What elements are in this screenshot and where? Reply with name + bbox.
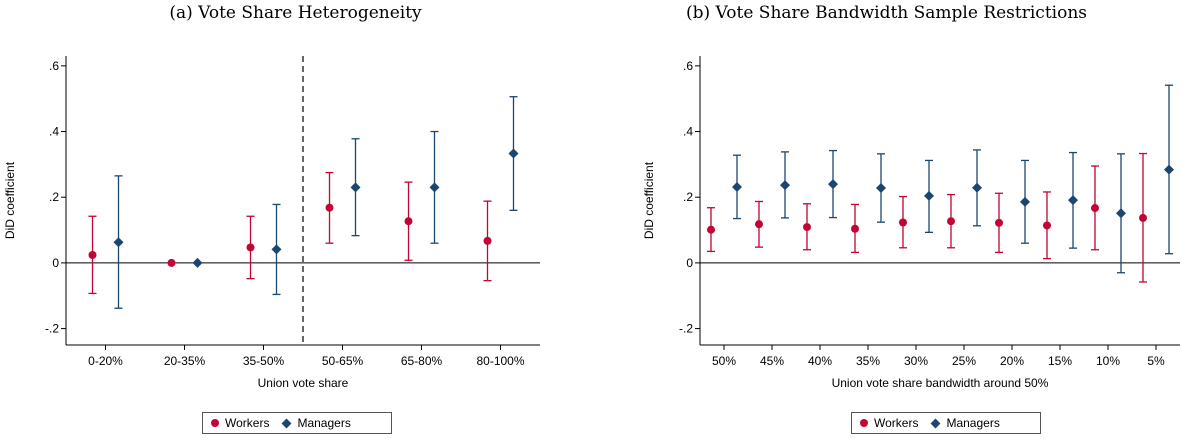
legend-label-workers: Workers xyxy=(225,416,270,430)
legend: Workers Managers xyxy=(851,412,1041,434)
workers-point xyxy=(947,217,955,226)
legend-item-managers: Managers xyxy=(282,416,351,430)
x-tick-label: 40% xyxy=(808,354,832,368)
x-tick-label: 5% xyxy=(1147,354,1165,368)
y-tick-label: .2 xyxy=(683,190,693,204)
workers-point xyxy=(1043,221,1051,230)
workers-point xyxy=(1091,204,1099,213)
y-tick-label: .2 xyxy=(49,190,59,204)
legend-label-managers: Managers xyxy=(946,416,1000,430)
x-tick-label: 50-65% xyxy=(322,354,364,368)
managers-point xyxy=(876,183,886,194)
workers-point xyxy=(851,224,859,233)
y-axis-title: DiD coefficient xyxy=(642,161,656,239)
chart-b-plot: -.2 0 .2 .4 .6 50% 45% 40% 35% 30% 25% 20% 15% 10% 5% U… xyxy=(642,56,1180,390)
workers-point xyxy=(246,243,255,252)
y-tick-label: .4 xyxy=(683,125,693,139)
y-tick-label: -.2 xyxy=(679,322,693,336)
x-tick-label: 35-50% xyxy=(243,354,285,368)
x-axis-title: Union vote share xyxy=(258,376,349,390)
x-tick-label: 25% xyxy=(952,354,976,368)
workers-point xyxy=(167,258,176,267)
managers-point xyxy=(350,182,361,193)
managers-point xyxy=(1068,195,1078,206)
x-tick-label: 65-80% xyxy=(401,354,443,368)
y-tick-label: 0 xyxy=(52,256,59,270)
y-tick-label: .4 xyxy=(49,125,59,139)
legend-item-workers: Workers xyxy=(860,416,918,430)
diamond-marker-icon xyxy=(931,418,941,428)
managers-point xyxy=(429,182,440,193)
managers-point xyxy=(732,182,742,193)
workers-point xyxy=(325,203,334,212)
x-tick-label: 30% xyxy=(904,354,928,368)
managers-point xyxy=(192,257,203,268)
managers-point xyxy=(780,180,790,191)
chart-title: (a) Vote Share Heterogeneity xyxy=(169,3,422,23)
chart-title: (b) Vote Share Bandwidth Sample Restrict… xyxy=(686,3,1087,23)
x-tick-label: 10% xyxy=(1096,354,1120,368)
legend-label-workers: Workers xyxy=(874,416,919,430)
legend-label-managers: Managers xyxy=(297,416,351,430)
y-axis-title: DiD coefficient xyxy=(3,161,17,239)
x-tick-label: 35% xyxy=(856,354,880,368)
chart-a-plot: -.2 0 .2 .4 .6 0-20% 20-35% 35-50% 50-65% 65-80% 8… xyxy=(3,56,540,390)
workers-point xyxy=(88,251,97,260)
workers-point xyxy=(755,220,763,229)
diamond-marker-icon xyxy=(282,418,292,428)
managers-point xyxy=(1020,196,1030,207)
circle-marker-icon xyxy=(860,419,868,427)
managers-point xyxy=(271,244,282,255)
workers-point xyxy=(707,225,715,234)
y-tick-label: -.2 xyxy=(45,322,59,336)
legend-item-workers: Workers xyxy=(211,416,269,430)
managers-point xyxy=(1164,164,1174,175)
workers-point xyxy=(995,218,1003,227)
workers-point xyxy=(803,223,811,232)
managers-point xyxy=(1116,208,1126,219)
y-tick-label: 0 xyxy=(686,256,693,270)
x-tick-label: 15% xyxy=(1048,354,1072,368)
managers-point xyxy=(828,179,838,190)
x-tick-label: 20-35% xyxy=(164,354,206,368)
circle-marker-icon xyxy=(211,419,219,427)
managers-point xyxy=(508,148,519,159)
managers-point xyxy=(972,182,982,193)
panel-a: (a) Vote Share Heterogeneity -.2 0 .2 .4 .6 0… xyxy=(3,3,540,434)
x-tick-label: 50% xyxy=(712,354,736,368)
y-tick-label: .6 xyxy=(49,59,59,73)
y-tick-label: .6 xyxy=(683,59,693,73)
workers-point xyxy=(404,217,413,226)
x-tick-label: 0-20% xyxy=(88,354,123,368)
managers-point xyxy=(113,237,124,248)
managers-point xyxy=(924,190,934,201)
x-tick-label: 45% xyxy=(760,354,784,368)
legend-item-managers: Managers xyxy=(931,416,1000,430)
workers-point xyxy=(1139,213,1147,222)
x-tick-label: 80-100% xyxy=(476,354,524,368)
x-tick-label: 20% xyxy=(1000,354,1024,368)
workers-point xyxy=(899,218,907,227)
workers-point xyxy=(483,236,492,245)
panel-b: (b) Vote Share Bandwidth Sample Restrict… xyxy=(591,0,1182,439)
legend: Workers Managers xyxy=(202,412,392,434)
x-axis-title: Union vote share bandwidth around 50% xyxy=(832,376,1049,390)
